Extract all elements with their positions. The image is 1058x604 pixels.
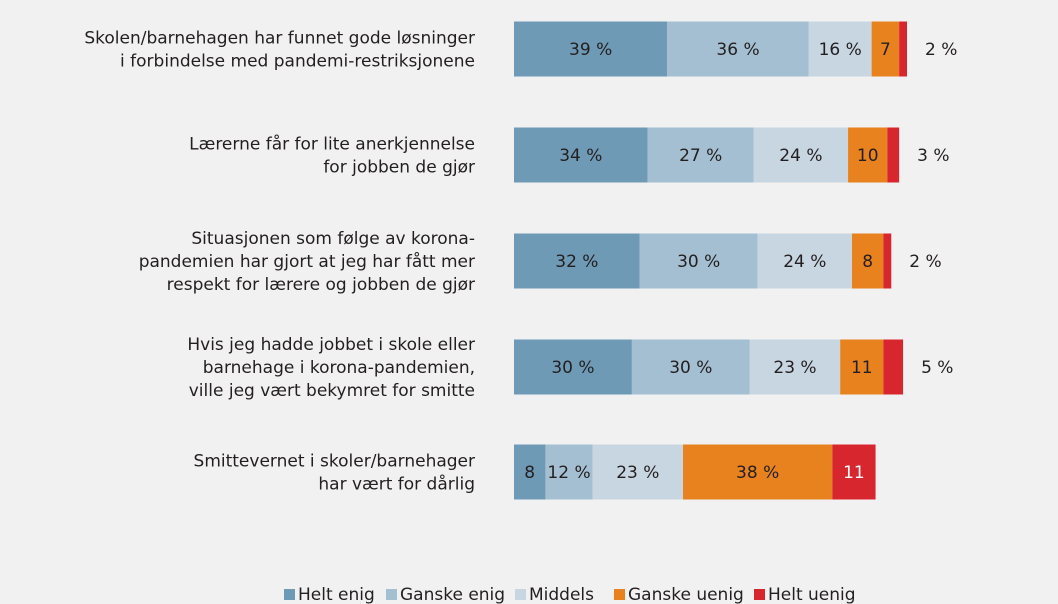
data-label: 39 %	[569, 40, 612, 60]
data-label: 30 %	[551, 358, 594, 378]
data-label: 5 %	[921, 358, 953, 378]
legend-swatch	[284, 589, 295, 600]
data-label: 38 %	[736, 463, 779, 483]
category-label: Smittevernet i skoler/barnehager har vært…	[194, 452, 475, 495]
bars-layer: 39 % 36 % 16 % 7 2 % 34 % 27 % 24 % 10 3 % 32 % 30 …	[514, 21, 957, 500]
bar-segment-ganske-enig	[639, 233, 758, 289]
bar-segment-ganske-uenig	[871, 21, 900, 77]
bar-segment-ganske-enig	[647, 127, 754, 183]
data-label: 36 %	[716, 40, 759, 60]
bar-segment-middels	[592, 444, 683, 500]
legend-swatch	[614, 589, 625, 600]
category-label: Hvis jeg hadde jobbet i skole eller barne…	[187, 335, 475, 401]
category-label: Skolen/barnehagen har funnet gode løsnin…	[84, 29, 475, 72]
legend-label: Ganske enig	[400, 585, 505, 604]
legend-label: Middels	[529, 585, 594, 604]
data-label: 2 %	[909, 252, 941, 272]
bar-segment-ganske-uenig	[682, 444, 833, 500]
data-label: 34 %	[559, 146, 602, 166]
data-label: 11	[851, 358, 873, 378]
bar-segment-ganske-enig	[667, 21, 809, 77]
bar-segment-ganske-enig	[631, 339, 750, 395]
legend-label: Helt uenig	[768, 585, 856, 604]
bar-segment-ganske-uenig	[848, 127, 888, 183]
category-label: Situasjonen som følge av korona-pandemie…	[139, 229, 475, 295]
data-label: 3 %	[917, 146, 949, 166]
data-label: 16 %	[819, 40, 862, 60]
data-label: 24 %	[779, 146, 822, 166]
data-label: 11	[843, 463, 865, 483]
bar-segment-helt-uenig	[832, 444, 876, 500]
legend-swatch	[515, 589, 526, 600]
data-label: 8	[862, 252, 873, 272]
bar-segment-middels	[749, 339, 841, 395]
bar-segment-helt-enig	[514, 444, 546, 500]
data-label: 10	[857, 146, 879, 166]
category-label: Lærerne får for lite anerkjennelse for jo…	[189, 134, 475, 178]
category-labels-layer: Skolen/barnehagen har funnet gode løsnin…	[84, 29, 475, 495]
bar-segment-ganske-uenig	[851, 233, 884, 289]
bar-segment-ganske-uenig	[840, 339, 884, 395]
bar-segment-helt-enig	[514, 127, 648, 183]
data-label: 24 %	[783, 252, 826, 272]
data-label: 12 %	[547, 463, 590, 483]
bar-segment-helt-enig	[514, 339, 632, 395]
bar-segment-helt-uenig	[887, 127, 900, 183]
legend: Helt enig Ganske enig Middels Ganske uenig H…	[284, 585, 856, 604]
legend-swatch	[386, 589, 397, 600]
bar-segment-middels	[757, 233, 852, 289]
data-label: 23 %	[616, 463, 659, 483]
bar-segment-ganske-enig	[545, 444, 593, 500]
data-label: 7	[880, 40, 891, 60]
bar-segment-middels	[753, 127, 849, 183]
data-label: 8	[524, 463, 535, 483]
legend-label: Helt enig	[298, 585, 375, 604]
data-label: 23 %	[773, 358, 816, 378]
data-label: 30 %	[677, 252, 720, 272]
bar-segment-helt-uenig	[883, 339, 904, 395]
bar-segment-helt-uenig	[899, 21, 907, 77]
bar-segment-helt-enig	[514, 21, 668, 77]
bar-segment-helt-uenig	[883, 233, 892, 289]
data-label: 30 %	[669, 358, 712, 378]
data-label: 27 %	[679, 146, 722, 166]
data-label: 32 %	[555, 252, 598, 272]
legend-label: Ganske uenig	[628, 585, 744, 604]
bar-segment-helt-enig	[514, 233, 640, 289]
bar-segment-middels	[808, 21, 872, 77]
data-label: 2 %	[925, 40, 957, 60]
legend-swatch	[754, 589, 765, 600]
